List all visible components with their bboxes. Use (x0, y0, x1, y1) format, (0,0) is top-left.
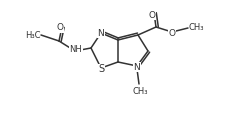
Text: N: N (98, 29, 104, 38)
Text: O: O (149, 10, 155, 20)
Text: CH₃: CH₃ (132, 86, 148, 95)
Text: S: S (98, 64, 104, 74)
Text: N: N (134, 62, 140, 71)
Text: CH₃: CH₃ (188, 23, 204, 32)
Text: O: O (57, 23, 63, 32)
Text: NH: NH (70, 45, 82, 54)
Text: O: O (169, 29, 175, 38)
Text: H₃C: H₃C (25, 31, 41, 40)
